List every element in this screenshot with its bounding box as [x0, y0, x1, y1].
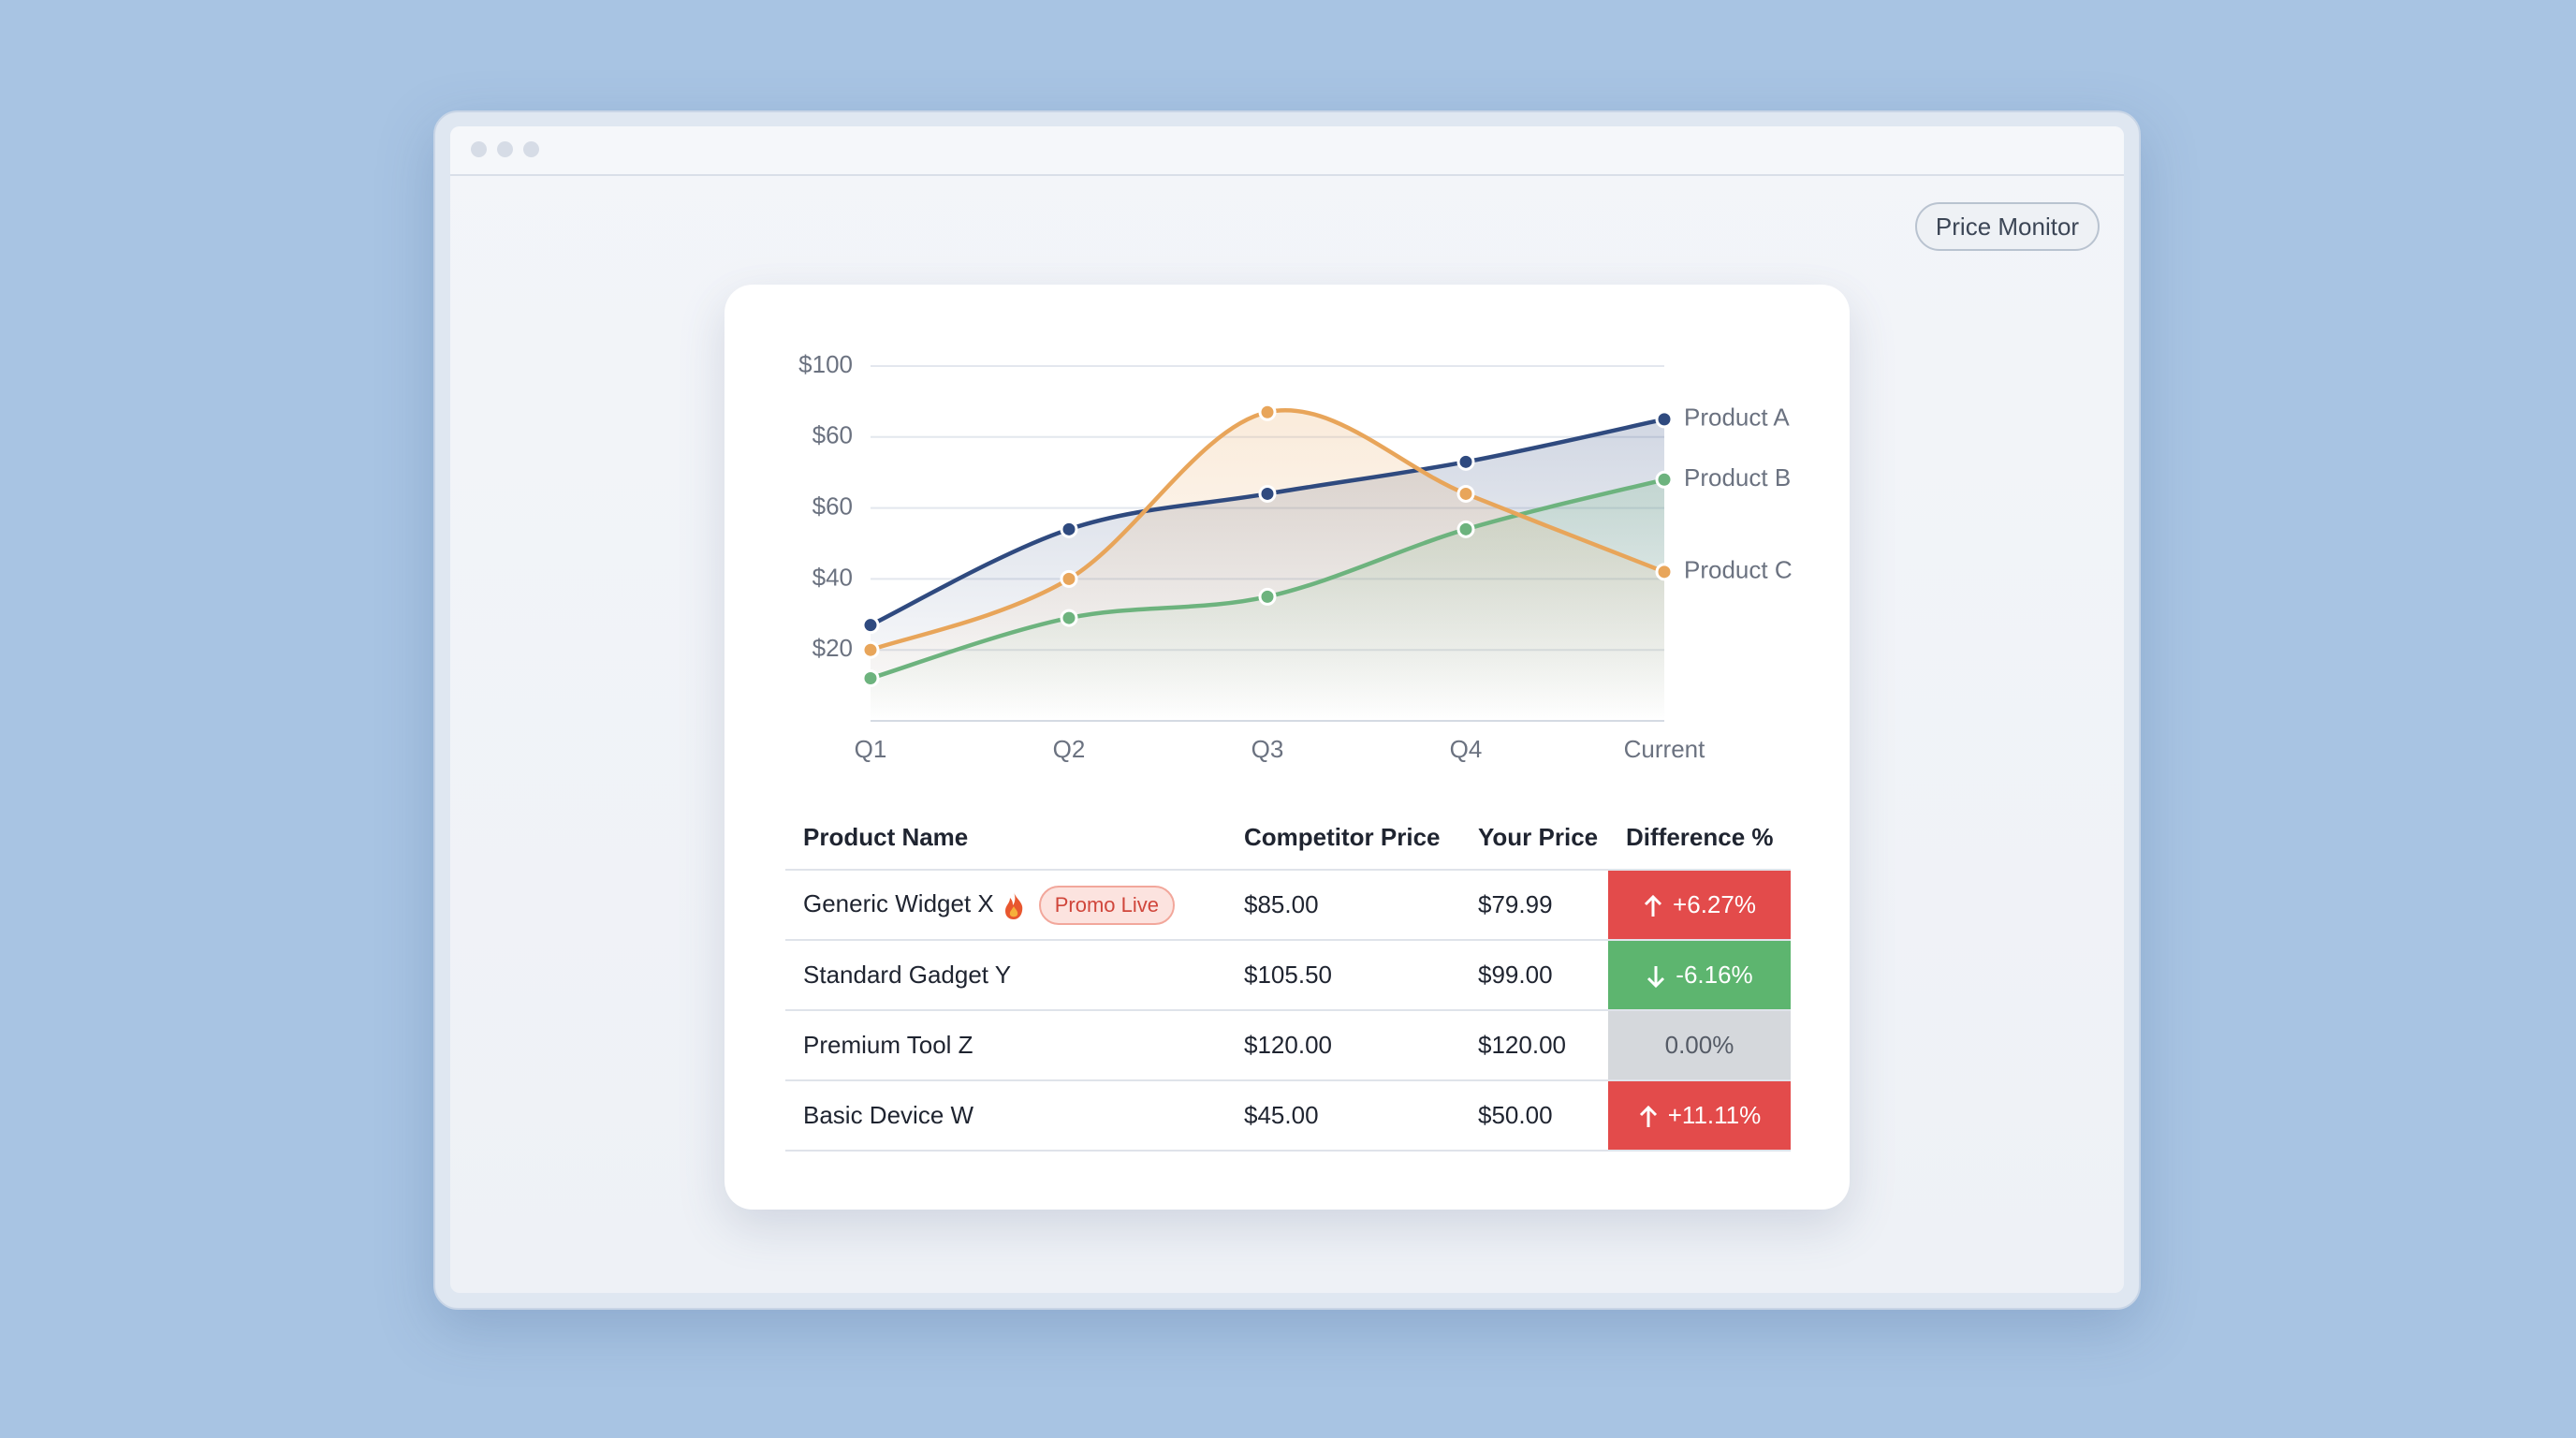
table-row[interactable]: Generic Widget X Promo Live $85.00 $79.99 +6…	[785, 870, 1791, 941]
data-point	[861, 640, 880, 659]
cell-text: Basic Device W	[803, 1101, 974, 1129]
data-point	[1456, 452, 1475, 471]
x-tick-label: Q1	[855, 735, 887, 763]
data-point	[1258, 484, 1277, 503]
cell-text: +6.27%	[1673, 890, 1756, 918]
table-cell: $99.00	[1460, 940, 1608, 1011]
series-label: Product A	[1684, 404, 1790, 432]
table-cell: $105.50	[1226, 940, 1460, 1011]
cell-text: 0.00%	[1664, 1031, 1734, 1059]
table-cell: $120.00	[1226, 1010, 1460, 1081]
table-row[interactable]: Basic Device W $45.00 $50.00 +11.11%	[785, 1080, 1791, 1152]
table-cell: Standard Gadget Y	[785, 940, 1226, 1011]
promo-badge[interactable]: Promo Live	[1038, 885, 1176, 925]
cell-text: Premium Tool Z	[803, 1031, 973, 1059]
series-label: Product B	[1684, 463, 1791, 492]
cell-text: $120.00	[1244, 1031, 1332, 1059]
table-cell: -6.16%	[1608, 940, 1791, 1011]
y-tick-label: $100	[798, 350, 853, 378]
fire-icon	[1004, 891, 1023, 919]
table-cell: $79.99	[1460, 870, 1608, 941]
cell-text: +11.11%	[1667, 1101, 1762, 1129]
arrow-icon	[1647, 966, 1665, 989]
table-row[interactable]: Premium Tool Z $120.00 $120.00 0.00%	[785, 1010, 1791, 1081]
table-cell: +6.27%	[1608, 870, 1791, 941]
cell-text: Generic Widget X	[803, 888, 994, 917]
column-header[interactable]: Difference %	[1608, 805, 1791, 871]
x-tick-label: Q2	[1053, 735, 1086, 763]
table-cell: $85.00	[1226, 870, 1460, 941]
page-badge[interactable]: Price Monitor	[1915, 202, 2100, 251]
cell-text: $99.00	[1478, 961, 1553, 989]
window-dot[interactable]	[523, 141, 539, 157]
arrow-icon	[1639, 1106, 1657, 1128]
data-point	[1456, 520, 1475, 538]
column-header[interactable]: Product Name	[785, 805, 1226, 871]
table-row[interactable]: Standard Gadget Y $105.50 $99.00 -6.16%	[785, 940, 1791, 1011]
header-row: Product Name Competitor Price Your Price Di…	[785, 805, 1791, 871]
data-point	[1655, 563, 1674, 581]
y-tick-label: $60	[812, 492, 853, 520]
cell-text: $45.00	[1244, 1101, 1319, 1129]
price-table: Product Name Competitor Price Your Price Di…	[785, 805, 1791, 1152]
data-point	[1456, 484, 1475, 503]
cell-text: $105.50	[1244, 961, 1332, 989]
table-cell: Basic Device W	[785, 1080, 1226, 1152]
table-cell: Generic Widget X Promo Live	[785, 870, 1226, 941]
x-tick-label: Q3	[1251, 735, 1284, 763]
series-label: Product C	[1684, 556, 1793, 584]
series-area	[871, 410, 1664, 721]
data-point	[861, 669, 880, 688]
window-dot[interactable]	[497, 141, 513, 157]
table-cell: $45.00	[1226, 1080, 1460, 1152]
cell-text: $120.00	[1478, 1031, 1566, 1059]
data-point	[1258, 403, 1277, 421]
data-point	[1060, 609, 1078, 627]
data-point	[1060, 520, 1078, 538]
table-cell: $50.00	[1460, 1080, 1608, 1152]
data-point	[1060, 569, 1078, 588]
window-dot[interactable]	[471, 141, 487, 157]
cell-text: $85.00	[1244, 890, 1319, 918]
title-bar	[450, 126, 2124, 176]
table-cell: $120.00	[1460, 1010, 1608, 1081]
arrow-icon	[1644, 895, 1662, 917]
column-header[interactable]: Competitor Price	[1226, 805, 1460, 871]
data-point	[861, 616, 880, 635]
cell-text: -6.16%	[1676, 961, 1753, 989]
y-tick-label: $20	[812, 634, 853, 662]
y-tick-label: $40	[812, 563, 853, 591]
cell-text: $50.00	[1478, 1101, 1553, 1129]
table-cell: +11.11%	[1608, 1080, 1791, 1152]
column-header[interactable]: Your Price	[1460, 805, 1608, 871]
data-point	[1655, 410, 1674, 429]
cell-text: Standard Gadget Y	[803, 961, 1012, 989]
table-body: Generic Widget X Promo Live $85.00 $79.99 +6…	[785, 870, 1791, 1152]
data-point	[1258, 587, 1277, 606]
x-tick-label: Q4	[1450, 735, 1483, 763]
x-tick-label: Current	[1624, 735, 1705, 763]
data-point	[1655, 470, 1674, 489]
cell-text: $79.99	[1478, 890, 1553, 918]
y-tick-label: $60	[812, 421, 853, 449]
table-cell: Premium Tool Z	[785, 1010, 1226, 1081]
table-cell: 0.00%	[1608, 1010, 1791, 1081]
